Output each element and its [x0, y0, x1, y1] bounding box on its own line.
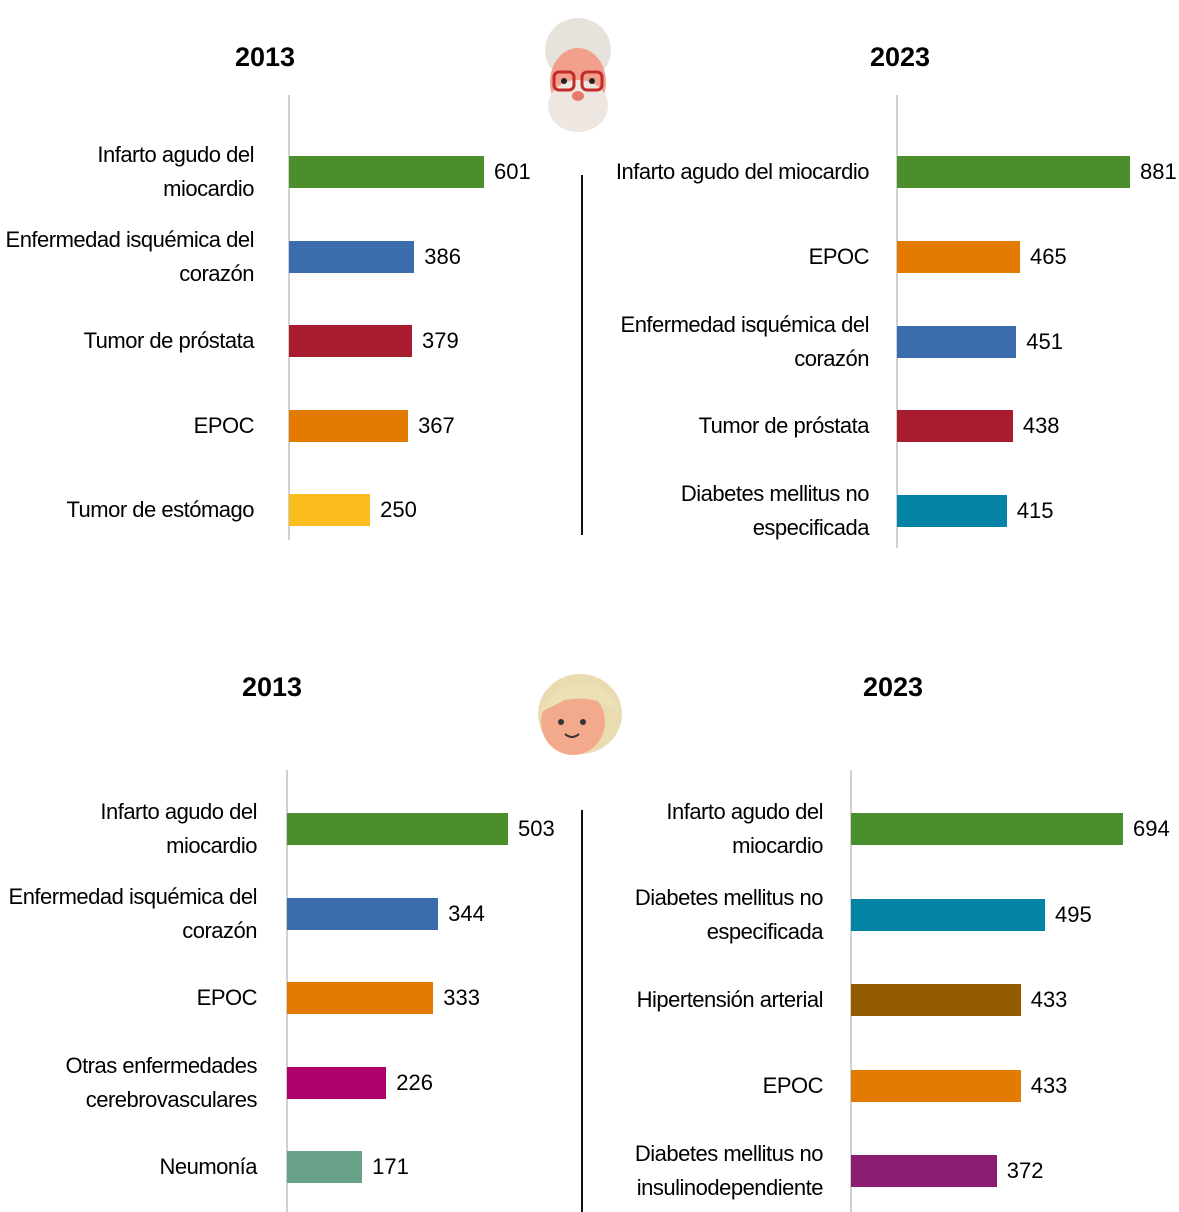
value-label: 694 [1133, 816, 1170, 842]
bar [897, 241, 1020, 273]
category-label: Neumonía [7, 1150, 257, 1184]
bar [897, 326, 1016, 358]
category-label: Tumor de próstata [4, 324, 254, 358]
bar [897, 495, 1007, 527]
bar [851, 813, 1123, 845]
bar [289, 325, 412, 357]
value-label: 379 [422, 328, 459, 354]
value-label: 344 [448, 901, 485, 927]
value-label: 438 [1023, 413, 1060, 439]
bar [851, 984, 1021, 1016]
value-label: 495 [1055, 902, 1092, 928]
bar [287, 1151, 362, 1183]
value-label: 433 [1031, 1073, 1068, 1099]
value-label: 415 [1017, 498, 1054, 524]
bar [287, 1067, 386, 1099]
category-label: EPOC [7, 981, 257, 1015]
bar [289, 241, 414, 273]
value-label: 367 [418, 413, 455, 439]
chart-title: 2023 [863, 672, 923, 703]
category-label: Diabetes mellitus no especificada [609, 477, 869, 545]
divider [581, 175, 583, 535]
category-label: Diabetes mellitus no insulinodependiente [583, 1137, 823, 1205]
chart-title: 2023 [870, 42, 930, 73]
chart-title: 2013 [235, 42, 295, 73]
bar [289, 494, 370, 526]
bar [897, 156, 1130, 188]
bar [851, 899, 1045, 931]
value-label: 465 [1030, 244, 1067, 270]
category-label: Otras enfermedades cerebrovasculares [7, 1049, 257, 1117]
page: 2013 Infarto agudo del miocardio 601 Enferm… [0, 0, 1179, 1212]
value-label: 503 [518, 816, 555, 842]
category-label: EPOC [4, 409, 254, 443]
category-label: Infarto agudo del miocardio [583, 795, 823, 863]
category-label: EPOC [609, 240, 869, 274]
value-label: 171 [372, 1154, 409, 1180]
category-label: EPOC [583, 1069, 823, 1103]
category-label: Infarto agudo del miocardio [7, 795, 257, 863]
category-label: Enfermedad isquémica del corazón [609, 308, 869, 376]
category-label: Tumor de próstata [609, 409, 869, 443]
bar [851, 1155, 997, 1187]
category-label: Infarto agudo del miocardio [609, 155, 869, 189]
value-label: 333 [443, 985, 480, 1011]
bar [287, 898, 438, 930]
category-label: Hipertensión arterial [583, 983, 823, 1017]
value-label: 451 [1026, 329, 1063, 355]
value-label: 433 [1031, 987, 1068, 1013]
value-label: 601 [494, 159, 531, 185]
bar [851, 1070, 1021, 1102]
category-label: Enfermedad isquémica del corazón [4, 223, 254, 291]
bar [289, 410, 408, 442]
woman-icon [535, 672, 625, 762]
chart-title: 2013 [242, 672, 302, 703]
category-label: Enfermedad isquémica del corazón [7, 880, 257, 948]
value-label: 250 [380, 497, 417, 523]
man-icon [538, 10, 618, 135]
category-label: Infarto agudo del miocardio [4, 138, 254, 206]
bar [897, 410, 1013, 442]
category-label: Tumor de estómago [4, 493, 254, 527]
value-label: 226 [396, 1070, 433, 1096]
category-label: Diabetes mellitus no especificada [583, 881, 823, 949]
value-label: 881 [1140, 159, 1177, 185]
value-label: 386 [424, 244, 461, 270]
bar [289, 156, 484, 188]
value-label: 372 [1007, 1158, 1044, 1184]
bar [287, 982, 433, 1014]
bar [287, 813, 508, 845]
